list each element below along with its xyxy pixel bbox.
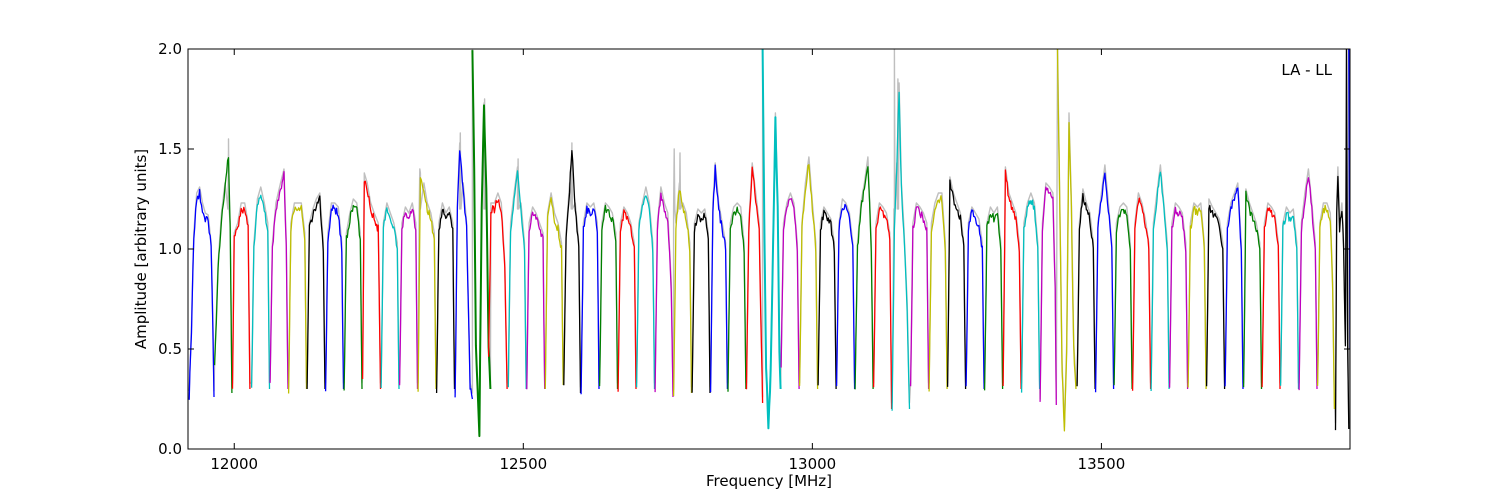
series-line [691,212,711,394]
series-line [780,198,800,390]
series-line [598,204,619,390]
series-line [1094,172,1115,393]
series-line [188,188,215,400]
series-line [1224,187,1244,390]
series-line [1020,199,1041,393]
series-line [928,195,948,392]
series-line [1334,49,1350,431]
series-line [1261,207,1281,390]
series-line [798,164,819,390]
series-line [306,195,326,390]
series-line [269,170,289,390]
x-axis-label: Frequency [MHz] [706,472,832,490]
series-line [454,150,474,400]
series-line [380,207,400,390]
series-line [1002,169,1022,390]
series-line [745,166,764,404]
series-line [324,204,345,392]
series-line [417,177,437,392]
y-tick-label: 2.0 [158,40,182,58]
series-line [343,204,363,391]
x-tick-label: 13000 [788,455,836,473]
series-line [471,50,492,438]
y-axis: 0.0 0.5 1.0 1.5 2.0 [158,40,1350,458]
series-line [835,203,856,390]
series-line [817,209,837,390]
series-line [672,190,693,397]
series-line [250,194,271,390]
x-tick-label: 13500 [1078,455,1126,473]
series-line [544,197,564,390]
series-line [1131,197,1152,391]
series-line [946,179,967,390]
series-line [435,208,456,394]
series-line [909,206,930,390]
series-line [1187,205,1207,390]
series-line [563,150,582,394]
series-line [1298,177,1318,391]
series-line [1205,204,1226,390]
series-line [398,208,419,390]
series-line [1168,206,1189,390]
series-line [1076,192,1096,390]
y-axis-label: Amplitude [arbitrary units] [132,149,150,349]
y-tick-label: 0.5 [158,340,182,358]
series-line [709,164,729,393]
series-line [1039,186,1057,406]
series-line [1150,171,1170,392]
series-line [854,166,874,390]
series-line [1279,211,1300,390]
series-line [617,209,637,392]
y-tick-label: 1.0 [158,240,182,258]
series-line [213,157,233,394]
series-line [1242,190,1263,390]
series-line [654,192,674,398]
series-line [635,195,656,390]
x-tick-label: 12500 [499,455,547,473]
series-line [1056,49,1077,432]
series-line [361,180,382,390]
y-tick-label: 1.5 [158,140,182,158]
panel-annotation: LA - LL [1281,61,1332,79]
series-line [526,211,546,390]
series-line [1316,204,1336,410]
series-line [287,204,308,394]
series-line [965,209,985,390]
series-line [1113,208,1133,390]
y-tick-label: 0.0 [158,440,182,458]
x-axis: 12000 12500 13000 13500 [210,49,1125,473]
series-line [761,49,782,430]
series-line [580,205,600,395]
series-line [872,206,893,410]
series-line [231,206,251,390]
series-line [891,91,911,411]
series-line [727,206,747,392]
series-line [507,170,527,390]
x-tick-label: 12000 [210,455,258,473]
series-layer [188,49,1350,438]
series-line [487,199,508,390]
series-line [983,212,1004,391]
